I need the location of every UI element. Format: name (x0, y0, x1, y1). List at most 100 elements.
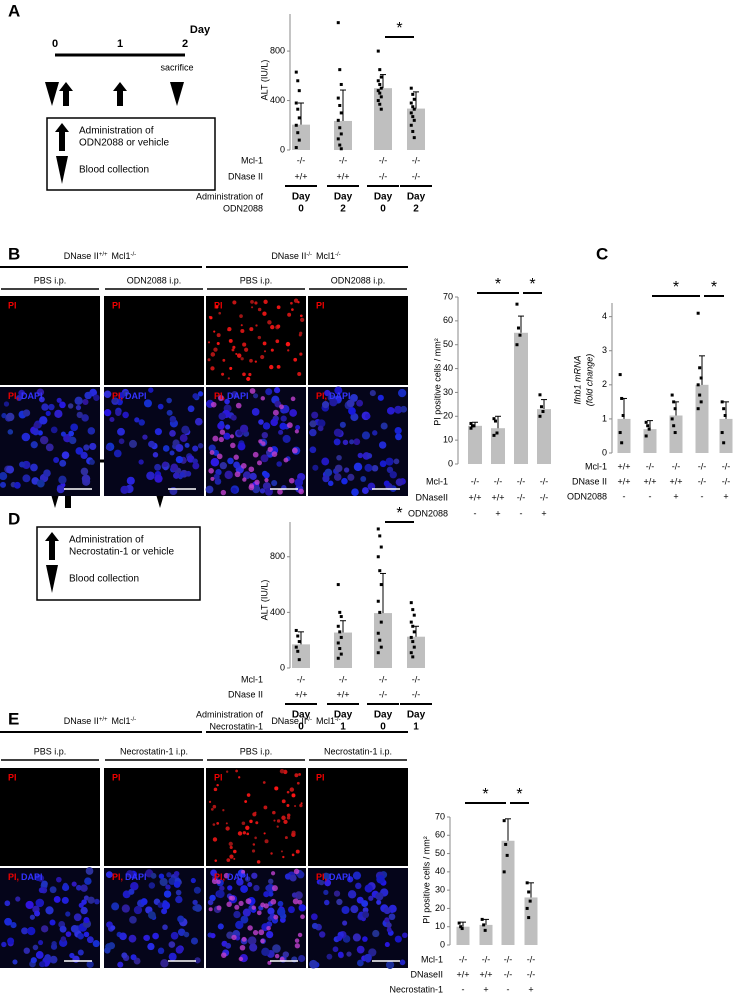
legend-text: ODN2088 or vehicle (79, 138, 169, 149)
dapi-nucleus (341, 905, 350, 915)
dapi-nucleus (161, 908, 168, 915)
pi-nucleus (225, 770, 229, 773)
dapi-nucleus (159, 877, 168, 887)
condition-label: ODN2088 (567, 491, 607, 501)
dapi-nucleus (4, 900, 11, 907)
dapi-nucleus (362, 911, 370, 919)
y-axis-label: PI positive cells / mm² (432, 338, 442, 426)
dapi-nucleus (261, 947, 270, 957)
data-point (296, 79, 300, 83)
merged-nucleus (234, 471, 241, 478)
pi-nucleus (276, 305, 281, 310)
dapi-nucleus (53, 895, 61, 903)
channel-label: PI (112, 772, 121, 782)
data-point (376, 49, 380, 53)
pi-nucleus (214, 859, 218, 862)
dapi-nucleus (166, 409, 173, 416)
dapi-nucleus (30, 441, 38, 449)
dapi-nucleus (6, 412, 15, 422)
dapi-nucleus (231, 487, 237, 494)
merged-nucleus (297, 899, 303, 905)
merged-nucleus (260, 938, 265, 944)
channel-dapi: DAPI (227, 872, 249, 882)
dapi-nucleus (287, 906, 295, 914)
dapi-nucleus (80, 451, 88, 460)
channel-pi: PI, (112, 391, 123, 401)
administration-marker (113, 82, 127, 106)
condition-value: + (673, 491, 678, 501)
condition-value: -/- (339, 155, 348, 165)
y-tick-label: 10 (443, 435, 453, 445)
dapi-nucleus (233, 910, 241, 919)
dapi-nucleus (208, 444, 216, 452)
data-point (723, 414, 727, 417)
channel-label: PI, DAPI (8, 391, 43, 401)
dapi-nucleus (210, 457, 220, 467)
pi-nucleus (262, 341, 267, 346)
pi-nucleus (262, 781, 266, 784)
channel-label: PI, DAPI (214, 872, 249, 882)
bar (374, 613, 392, 668)
pi-nucleus (237, 831, 243, 836)
dapi-nucleus (121, 904, 130, 913)
merged-nucleus (252, 451, 259, 458)
condition-value: -/- (379, 674, 388, 684)
data-point (527, 916, 531, 920)
dapi-nucleus (173, 870, 180, 877)
dapi-nucleus (169, 415, 177, 423)
dapi-nucleus (13, 481, 21, 489)
dapi-nucleus (181, 425, 190, 434)
bar (514, 332, 528, 464)
condition-value: - (474, 508, 477, 518)
dapi-nucleus (356, 959, 364, 967)
pi-nucleus (207, 358, 211, 362)
merged-nucleus (288, 477, 295, 484)
dapi-nucleus (179, 434, 188, 443)
dapi-nucleus (75, 884, 82, 891)
data-point (339, 132, 343, 136)
pi-nucleus (281, 799, 286, 804)
data-point (297, 116, 301, 120)
dapi-nucleus (36, 388, 45, 396)
merged-nucleus (241, 936, 247, 942)
dapi-nucleus (251, 872, 258, 879)
dapi-nucleus (356, 945, 365, 954)
condition-value: -/- (722, 461, 731, 471)
pi-nucleus (290, 301, 293, 305)
pi-nucleus (236, 353, 242, 358)
merged-nucleus (239, 944, 246, 951)
pi-nucleus (257, 307, 262, 312)
bar (617, 418, 631, 453)
dapi-nucleus (347, 473, 355, 481)
pi-nucleus (225, 822, 228, 825)
y-tick-label: 60 (435, 830, 445, 840)
dapi-nucleus (326, 953, 333, 960)
data-point (412, 630, 416, 634)
dapi-nucleus (166, 872, 172, 878)
dapi-nucleus (105, 445, 111, 451)
dapi-nucleus (361, 487, 369, 495)
condition-prefix: Day (334, 192, 353, 203)
pi-nucleus (272, 810, 276, 815)
dapi-nucleus (123, 390, 129, 397)
dapi-nucleus (346, 399, 355, 408)
genotype: -/- (131, 717, 137, 723)
pi-nucleus (238, 776, 241, 779)
condition-value: -/- (339, 674, 348, 684)
dapi-nucleus (85, 867, 94, 875)
data-point (460, 927, 464, 931)
data-point (376, 555, 380, 559)
dapi-nucleus (249, 943, 258, 952)
micrograph-pi (206, 296, 306, 385)
bar (501, 840, 515, 945)
dapi-nucleus (175, 895, 183, 904)
pi-nucleus (227, 326, 232, 332)
dapi-nucleus (349, 439, 355, 445)
data-point (411, 655, 415, 659)
y-tick-label: 30 (435, 885, 445, 895)
dapi-nucleus (242, 908, 251, 917)
pi-nucleus (210, 366, 215, 371)
dapi-nucleus (187, 405, 195, 413)
channel-dapi: DAPI (21, 872, 43, 882)
gene: Mcl1 (316, 716, 335, 726)
